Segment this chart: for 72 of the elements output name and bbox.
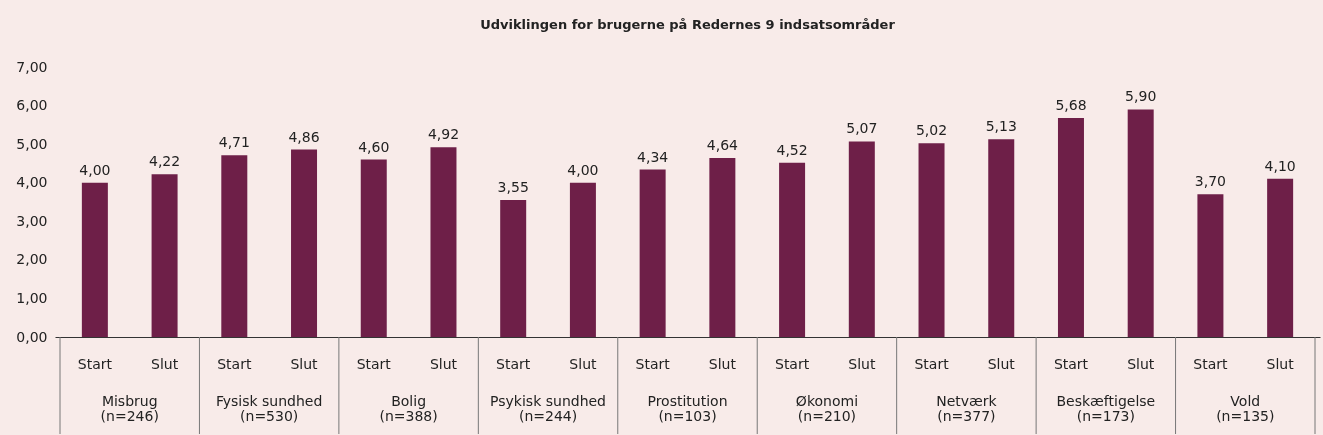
text: Bolig (n=388) xyxy=(379,393,438,424)
x-tick-label: Start xyxy=(914,356,950,372)
data-label: 4,00 xyxy=(567,161,599,178)
data-label: 4,34 xyxy=(637,148,669,165)
text: Økonomi (n=210) xyxy=(795,393,859,424)
data-label: 5,02 xyxy=(915,122,948,139)
y-tick-label: 4,00 xyxy=(16,174,48,191)
data-label: 5,68 xyxy=(1055,96,1087,113)
bar xyxy=(221,155,248,337)
x-tick-label: Start xyxy=(1053,356,1089,372)
x-tick-label: Start xyxy=(356,356,392,372)
bar xyxy=(779,162,806,337)
x-tick-label: Slut xyxy=(848,356,876,372)
x-tick-label: Start xyxy=(217,356,252,372)
bar xyxy=(430,147,457,337)
chart-title: Udviklingen for brugerne på Redernes 9 indsatsområder xyxy=(480,17,896,32)
bar xyxy=(500,200,527,337)
bar xyxy=(291,149,318,337)
bar xyxy=(360,159,387,337)
text: Prostitution (n=103) xyxy=(647,393,728,424)
bar xyxy=(988,139,1015,337)
data-label: 5,13 xyxy=(985,118,1017,135)
x-tick-label: Slut xyxy=(708,356,737,372)
text: Netværk (n=377) xyxy=(936,393,998,424)
bar xyxy=(569,182,596,337)
data-label: 4,86 xyxy=(288,128,320,145)
data-label: 4,10 xyxy=(1264,157,1296,174)
text: Psykisk sundhed (n=244) xyxy=(490,393,607,424)
y-tick-label: 5,00 xyxy=(16,135,48,152)
bar xyxy=(1057,117,1084,337)
data-label: 3,70 xyxy=(1194,173,1226,190)
bar xyxy=(848,141,875,337)
bar xyxy=(1127,109,1154,337)
bar xyxy=(1197,194,1224,337)
data-label: 5,90 xyxy=(1125,88,1157,105)
bar xyxy=(639,169,666,337)
x-tick-label: Start xyxy=(774,356,810,372)
y-tick-label: 1,00 xyxy=(16,289,48,306)
data-label: 4,92 xyxy=(427,126,460,143)
bar xyxy=(151,174,178,337)
x-tick-label: Start xyxy=(635,356,671,372)
x-tick-label: Slut xyxy=(290,356,319,372)
y-tick-label: 6,00 xyxy=(16,97,48,114)
data-label: 4,52 xyxy=(776,141,808,158)
data-label: 4,00 xyxy=(79,161,111,178)
x-tick-label: Start xyxy=(1193,356,1229,372)
y-tick-label: 0,00 xyxy=(16,328,48,345)
x-tick-label: Slut xyxy=(151,356,179,372)
data-label: 4,22 xyxy=(149,153,181,170)
text: Beskæftigelse (n=173) xyxy=(1056,393,1156,424)
x-tick-label: Slut xyxy=(1266,356,1295,372)
text: Misbrug (n=246) xyxy=(100,393,159,424)
x-tick-label: Slut xyxy=(569,356,597,372)
bar xyxy=(918,143,945,337)
text: Fysisk sundhed (n=530) xyxy=(215,393,323,424)
x-tick-label: Slut xyxy=(429,356,458,372)
bar xyxy=(709,158,736,337)
data-label: 3,55 xyxy=(497,179,529,196)
x-tick-label: Slut xyxy=(987,356,1016,372)
y-tick-label: 7,00 xyxy=(16,58,48,75)
text: Vold (n=135) xyxy=(1216,393,1275,424)
data-label: 4,71 xyxy=(218,134,250,151)
data-label: 4,64 xyxy=(706,137,739,154)
bar xyxy=(1267,178,1294,337)
y-tick-label: 3,00 xyxy=(16,212,48,229)
x-tick-label: Start xyxy=(496,356,531,372)
x-tick-label: Slut xyxy=(1127,356,1155,372)
x-tick-label: Start xyxy=(77,356,113,372)
data-label: 5,07 xyxy=(846,120,878,137)
data-label: 4,60 xyxy=(358,138,390,155)
y-tick-label: 2,00 xyxy=(16,251,48,268)
bar xyxy=(81,182,108,337)
